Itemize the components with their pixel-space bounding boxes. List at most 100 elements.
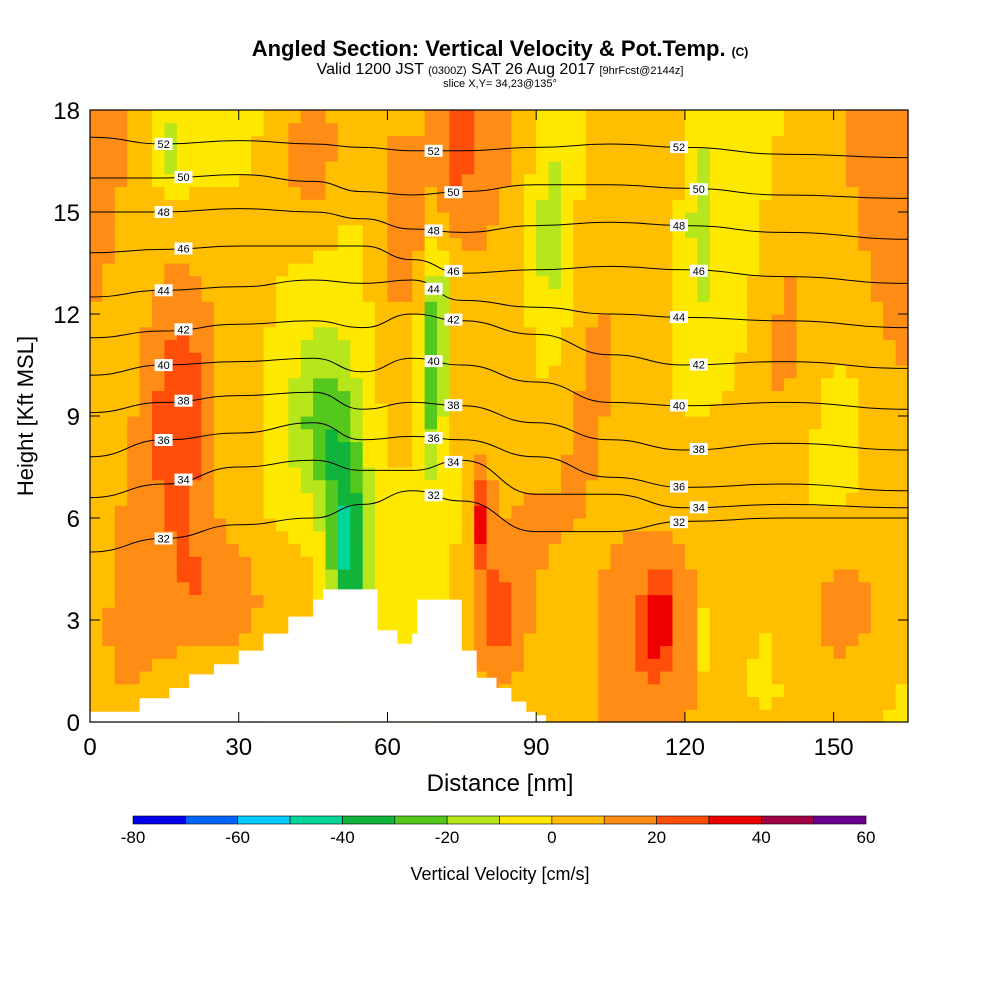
field-cell bbox=[784, 224, 798, 239]
field-cell bbox=[461, 543, 475, 557]
field-cell bbox=[585, 186, 599, 200]
field-cell bbox=[846, 505, 859, 519]
field-cell bbox=[139, 441, 153, 455]
field-cell bbox=[114, 530, 128, 545]
field-cell bbox=[152, 658, 165, 672]
contour-label-bg bbox=[174, 171, 193, 184]
field-cell bbox=[808, 416, 822, 430]
field-cell bbox=[858, 224, 872, 239]
field-cell bbox=[375, 365, 389, 379]
field-cell bbox=[684, 658, 698, 672]
field-cell bbox=[139, 454, 153, 468]
field-cell bbox=[238, 569, 252, 583]
field-cell bbox=[784, 339, 798, 353]
field-cell bbox=[622, 505, 636, 519]
field-cell bbox=[201, 530, 215, 545]
field-cell bbox=[709, 645, 723, 659]
field-cell bbox=[263, 263, 277, 277]
field-cell bbox=[647, 671, 661, 685]
field-cell bbox=[660, 454, 674, 468]
field-cell bbox=[784, 365, 798, 379]
field-cell bbox=[486, 645, 500, 659]
field-cell bbox=[660, 683, 674, 698]
field-cell bbox=[858, 161, 872, 175]
field-cell bbox=[746, 199, 760, 213]
field-cell bbox=[461, 352, 475, 366]
field-cell bbox=[573, 212, 587, 226]
field-cell bbox=[251, 237, 265, 251]
field-cell bbox=[722, 110, 736, 124]
field-cell bbox=[461, 122, 475, 137]
field-cell bbox=[635, 173, 649, 188]
field-cell bbox=[412, 186, 426, 200]
field-cell bbox=[784, 212, 798, 226]
field-cell bbox=[300, 173, 314, 188]
field-cell bbox=[796, 263, 810, 277]
field-cell bbox=[858, 467, 872, 481]
field-cell bbox=[722, 441, 736, 455]
field-cell bbox=[499, 441, 512, 455]
field-cell bbox=[895, 479, 909, 494]
field-cell bbox=[486, 301, 500, 315]
field-cell bbox=[127, 658, 141, 672]
field-cell bbox=[759, 530, 773, 545]
field-cell bbox=[189, 594, 203, 608]
field-cell bbox=[139, 122, 153, 137]
field-cell bbox=[796, 518, 810, 532]
field-cell bbox=[734, 237, 748, 251]
field-cell bbox=[808, 390, 822, 404]
field-cell bbox=[561, 467, 574, 481]
field-cell bbox=[672, 696, 686, 710]
field-cell bbox=[226, 352, 240, 366]
field-cell bbox=[734, 403, 748, 417]
field-cell bbox=[598, 250, 612, 264]
field-cell bbox=[300, 148, 314, 162]
field-cell bbox=[895, 403, 909, 417]
field-cell bbox=[734, 428, 748, 443]
field-cell bbox=[362, 288, 376, 302]
field-cell bbox=[499, 518, 512, 532]
field-cell bbox=[796, 428, 810, 443]
field-cell bbox=[647, 709, 661, 723]
field-cell bbox=[548, 645, 562, 659]
field-cell bbox=[821, 339, 835, 353]
field-cell bbox=[424, 543, 438, 557]
field-cell bbox=[808, 683, 822, 698]
field-cell bbox=[672, 581, 686, 596]
contour-label: 42 bbox=[693, 360, 705, 372]
field-cell bbox=[288, 365, 302, 379]
field-cell bbox=[548, 594, 562, 608]
field-cell bbox=[585, 237, 599, 251]
field-cell bbox=[561, 301, 574, 315]
field-cell bbox=[585, 632, 599, 647]
field-cell bbox=[201, 339, 215, 353]
field-cell bbox=[635, 556, 649, 570]
field-cell bbox=[313, 135, 327, 149]
field-cell bbox=[573, 569, 587, 583]
field-cell bbox=[585, 441, 599, 455]
field-cell bbox=[697, 403, 711, 417]
field-cell bbox=[461, 416, 475, 430]
field-cell bbox=[90, 556, 103, 570]
field-cell bbox=[102, 428, 116, 443]
field-cell bbox=[672, 365, 686, 379]
field-cell bbox=[238, 428, 252, 443]
field-cell bbox=[697, 110, 711, 124]
field-cell bbox=[771, 479, 785, 494]
field-cell bbox=[660, 556, 674, 570]
field-cell bbox=[548, 428, 562, 443]
field-cell bbox=[152, 301, 165, 315]
field-cell bbox=[399, 122, 413, 137]
field-cell bbox=[672, 454, 686, 468]
field-cell bbox=[722, 530, 736, 545]
field-cell bbox=[734, 467, 748, 481]
field-cell bbox=[300, 199, 314, 213]
field-cell bbox=[127, 250, 141, 264]
field-cell bbox=[412, 173, 426, 188]
field-cell bbox=[213, 543, 227, 557]
field-cell bbox=[697, 326, 711, 341]
contour-label-bg bbox=[424, 282, 443, 295]
field-cell bbox=[833, 530, 847, 545]
field-cell bbox=[263, 467, 277, 481]
field-cell bbox=[300, 250, 314, 264]
